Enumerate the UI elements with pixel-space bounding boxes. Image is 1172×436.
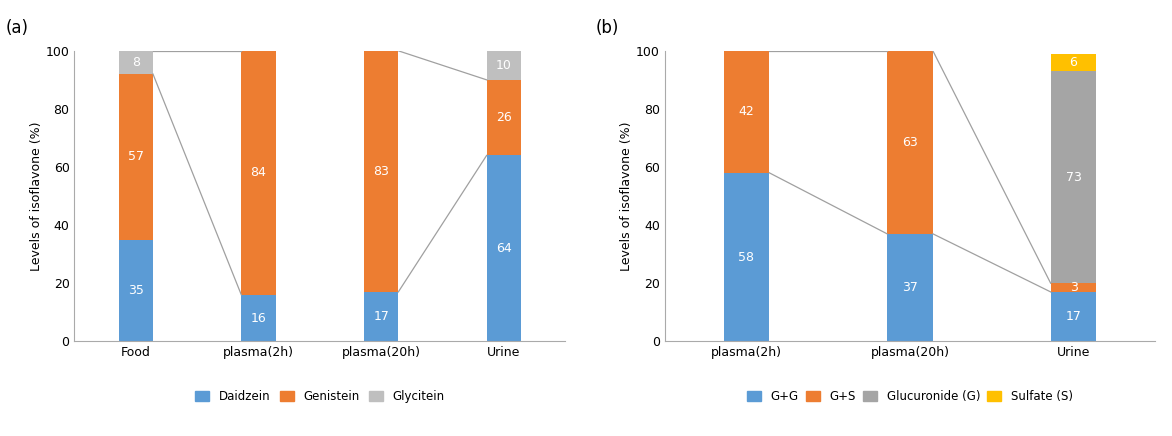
Bar [241, 295, 275, 341]
Text: 35: 35 [128, 284, 144, 297]
Text: 8: 8 [131, 56, 139, 69]
Bar [723, 51, 769, 173]
Text: 73: 73 [1065, 170, 1082, 184]
Bar [118, 240, 154, 341]
Legend: Daidzein, Genistein, Glycitein: Daidzein, Genistein, Glycitein [190, 385, 449, 408]
Text: 17: 17 [373, 310, 389, 323]
Text: 58: 58 [738, 251, 755, 264]
Text: 10: 10 [496, 59, 512, 72]
Bar [118, 51, 154, 74]
Text: (a): (a) [6, 19, 29, 37]
Text: 84: 84 [251, 166, 266, 179]
Bar [887, 234, 933, 341]
Bar [364, 292, 398, 341]
Bar [364, 51, 398, 292]
Bar [723, 173, 769, 341]
Text: 17: 17 [1065, 310, 1082, 323]
Text: 16: 16 [251, 312, 266, 324]
Bar [1050, 292, 1097, 341]
Legend: G+G, G+S, Glucuronide (G), Sulfate (S): G+G, G+S, Glucuronide (G), Sulfate (S) [742, 385, 1077, 408]
Text: 83: 83 [373, 165, 389, 178]
Text: 64: 64 [496, 242, 512, 255]
Text: 63: 63 [902, 136, 918, 149]
Bar [887, 51, 933, 234]
Bar [486, 80, 522, 155]
Bar [241, 51, 275, 295]
Y-axis label: Levels of isoflavone (%): Levels of isoflavone (%) [620, 121, 633, 271]
Text: 37: 37 [902, 281, 918, 294]
Bar [1050, 283, 1097, 292]
Text: 42: 42 [738, 106, 755, 118]
Bar [486, 155, 522, 341]
Bar [118, 74, 154, 240]
Text: (b): (b) [595, 19, 619, 37]
Text: 57: 57 [128, 150, 144, 164]
Bar [1050, 71, 1097, 283]
Text: 3: 3 [1070, 281, 1077, 294]
Text: 26: 26 [496, 111, 512, 124]
Text: 6: 6 [1070, 56, 1077, 69]
Bar [1050, 54, 1097, 71]
Bar [486, 51, 522, 80]
Y-axis label: Levels of isoflavone (%): Levels of isoflavone (%) [30, 121, 43, 271]
